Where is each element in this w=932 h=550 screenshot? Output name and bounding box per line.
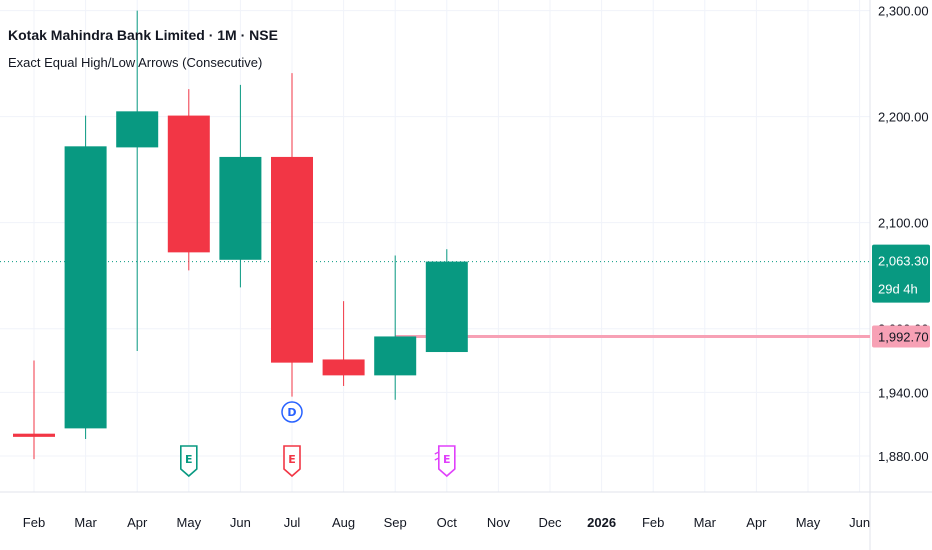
- grid: [0, 0, 870, 492]
- indicator-title[interactable]: Exact Equal High/Low Arrows (Consecutive…: [8, 55, 263, 70]
- candle-body: [116, 111, 159, 148]
- chart-legend: Kotak Mahindra Bank Limited · 1M · NSE E…: [8, 26, 278, 72]
- x-tick-label: 2026: [587, 515, 616, 530]
- x-tick-label: Sep: [384, 515, 407, 530]
- current-price-badge-bg: [872, 244, 930, 303]
- x-tick-label: Dec: [538, 515, 562, 530]
- price-axis[interactable]: 1,880.001,940.002,000.002,100.002,200.00…: [878, 4, 929, 464]
- candle-may[interactable]: [167, 89, 210, 271]
- y-tick-label: 2,200.00: [878, 110, 929, 125]
- x-tick-label: Jul: [284, 515, 301, 530]
- candle-body: [219, 156, 262, 260]
- earnings_down-marker[interactable]: E: [283, 445, 301, 478]
- candle-jul[interactable]: [271, 73, 313, 397]
- x-tick-label: Apr: [127, 515, 148, 530]
- price-badges: 2,063.30 29d 4h 1,992.70: [872, 244, 930, 348]
- dividend-marker[interactable]: D: [281, 401, 303, 423]
- event-markers[interactable]: D E E E: [180, 401, 456, 478]
- dividend-letter: D: [287, 406, 296, 419]
- candle-body: [13, 433, 55, 437]
- candle-oct[interactable]: [425, 249, 468, 353]
- candle-body: [322, 359, 365, 376]
- price-lines: [0, 261, 870, 338]
- candle-body: [374, 336, 417, 376]
- x-tick-label: Jun: [230, 515, 251, 530]
- earnings-badge-icon: [180, 445, 198, 478]
- y-tick-label: 1,880.00: [878, 449, 929, 464]
- candle-mar[interactable]: [64, 115, 107, 439]
- candle-sep[interactable]: [374, 255, 417, 400]
- time-axis[interactable]: Feb Mar Apr May Jun Jul Aug Sep Oct Nov Dec 2026 Feb…: [23, 515, 870, 530]
- x-tick-label: Oct: [437, 515, 458, 530]
- dividend-badge-icon: [281, 401, 303, 423]
- level-price-badge: 1,992.70: [872, 325, 930, 348]
- level-price-label: 1,992.70: [878, 329, 929, 344]
- earnings-letter: E: [185, 453, 193, 466]
- x-tick-label: Feb: [642, 515, 664, 530]
- earnings-letter: E: [288, 453, 296, 466]
- candle-aug[interactable]: [322, 301, 365, 386]
- earnings_up-marker[interactable]: E: [180, 445, 198, 478]
- x-tick-label: Apr: [746, 515, 767, 530]
- y-tick-label: 1,940.00: [878, 385, 929, 400]
- candle-body: [425, 261, 468, 353]
- symbol-title[interactable]: Kotak Mahindra Bank Limited · 1M · NSE: [8, 27, 278, 43]
- candle-jun[interactable]: [219, 84, 262, 288]
- earnings-badge-icon: [283, 445, 301, 478]
- x-tick-label: May: [796, 515, 821, 530]
- candle-feb[interactable]: [13, 360, 55, 460]
- candle-body: [64, 146, 107, 429]
- x-tick-label: Mar: [74, 515, 97, 530]
- x-tick-label: Nov: [487, 515, 511, 530]
- future-tick-icon: [434, 451, 440, 461]
- candles[interactable]: [13, 10, 468, 460]
- x-tick-label: Feb: [23, 515, 45, 530]
- current-price-badge: 2,063.30 29d 4h: [872, 244, 930, 303]
- earnings_future-marker[interactable]: E: [434, 445, 456, 478]
- y-tick-label: 2,300.00: [878, 4, 929, 19]
- candle-body: [167, 115, 210, 253]
- x-tick-label: Mar: [694, 515, 717, 530]
- earnings-letter: E: [443, 453, 451, 466]
- earnings-badge-icon: [438, 445, 456, 478]
- candle-body: [271, 156, 313, 363]
- current-price-label: 2,063.30: [878, 254, 929, 269]
- level-price-badge-bg: [872, 325, 930, 348]
- x-tick-label: Jun: [849, 515, 870, 530]
- x-tick-label: Aug: [332, 515, 355, 530]
- y-tick-label: 2,100.00: [878, 216, 929, 231]
- x-tick-label: May: [177, 515, 202, 530]
- candle-apr[interactable]: [116, 10, 159, 351]
- bar-countdown-label: 29d 4h: [878, 282, 918, 297]
